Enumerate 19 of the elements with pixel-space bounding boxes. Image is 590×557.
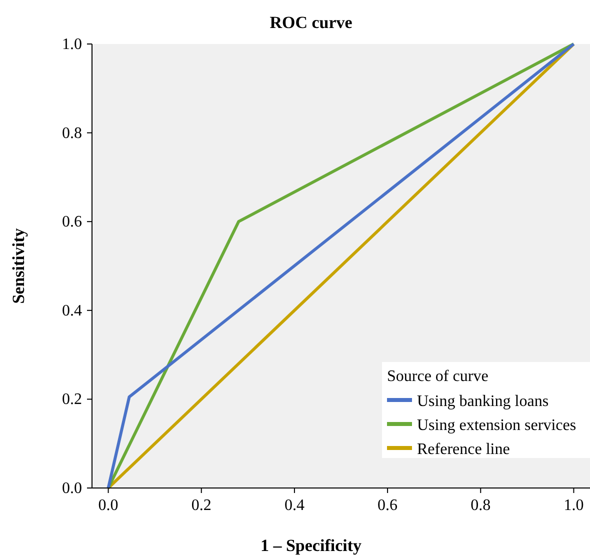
y-tick-label: 0.2: [62, 391, 82, 408]
y-tick-label: 0.8: [62, 124, 82, 142]
chart-title: ROC curve: [270, 13, 353, 32]
x-tick-label: 0.4: [284, 497, 304, 514]
legend-title: Source of curve: [387, 368, 488, 385]
x-tick-label: 0.8: [470, 497, 491, 514]
x-tick-label: 1.0: [564, 497, 584, 514]
legend-label: Using banking loans: [417, 393, 549, 410]
x-tick-label: 0.0: [98, 497, 118, 514]
y-tick-label: 0.6: [62, 214, 82, 231]
y-tick-label: 0.0: [62, 480, 82, 497]
y-axis-title: Sensitivity: [9, 228, 28, 304]
x-tick-label: 0.6: [378, 497, 398, 514]
legend-label: Reference line: [417, 441, 510, 458]
y-tick-label: 0.4: [62, 302, 82, 320]
legend-label: Using extension services: [417, 417, 576, 434]
x-tick-label: 0.2: [191, 497, 212, 514]
x-axis-title: 1 – Specificity: [260, 536, 362, 555]
y-tick-label: 1.0: [62, 36, 82, 53]
